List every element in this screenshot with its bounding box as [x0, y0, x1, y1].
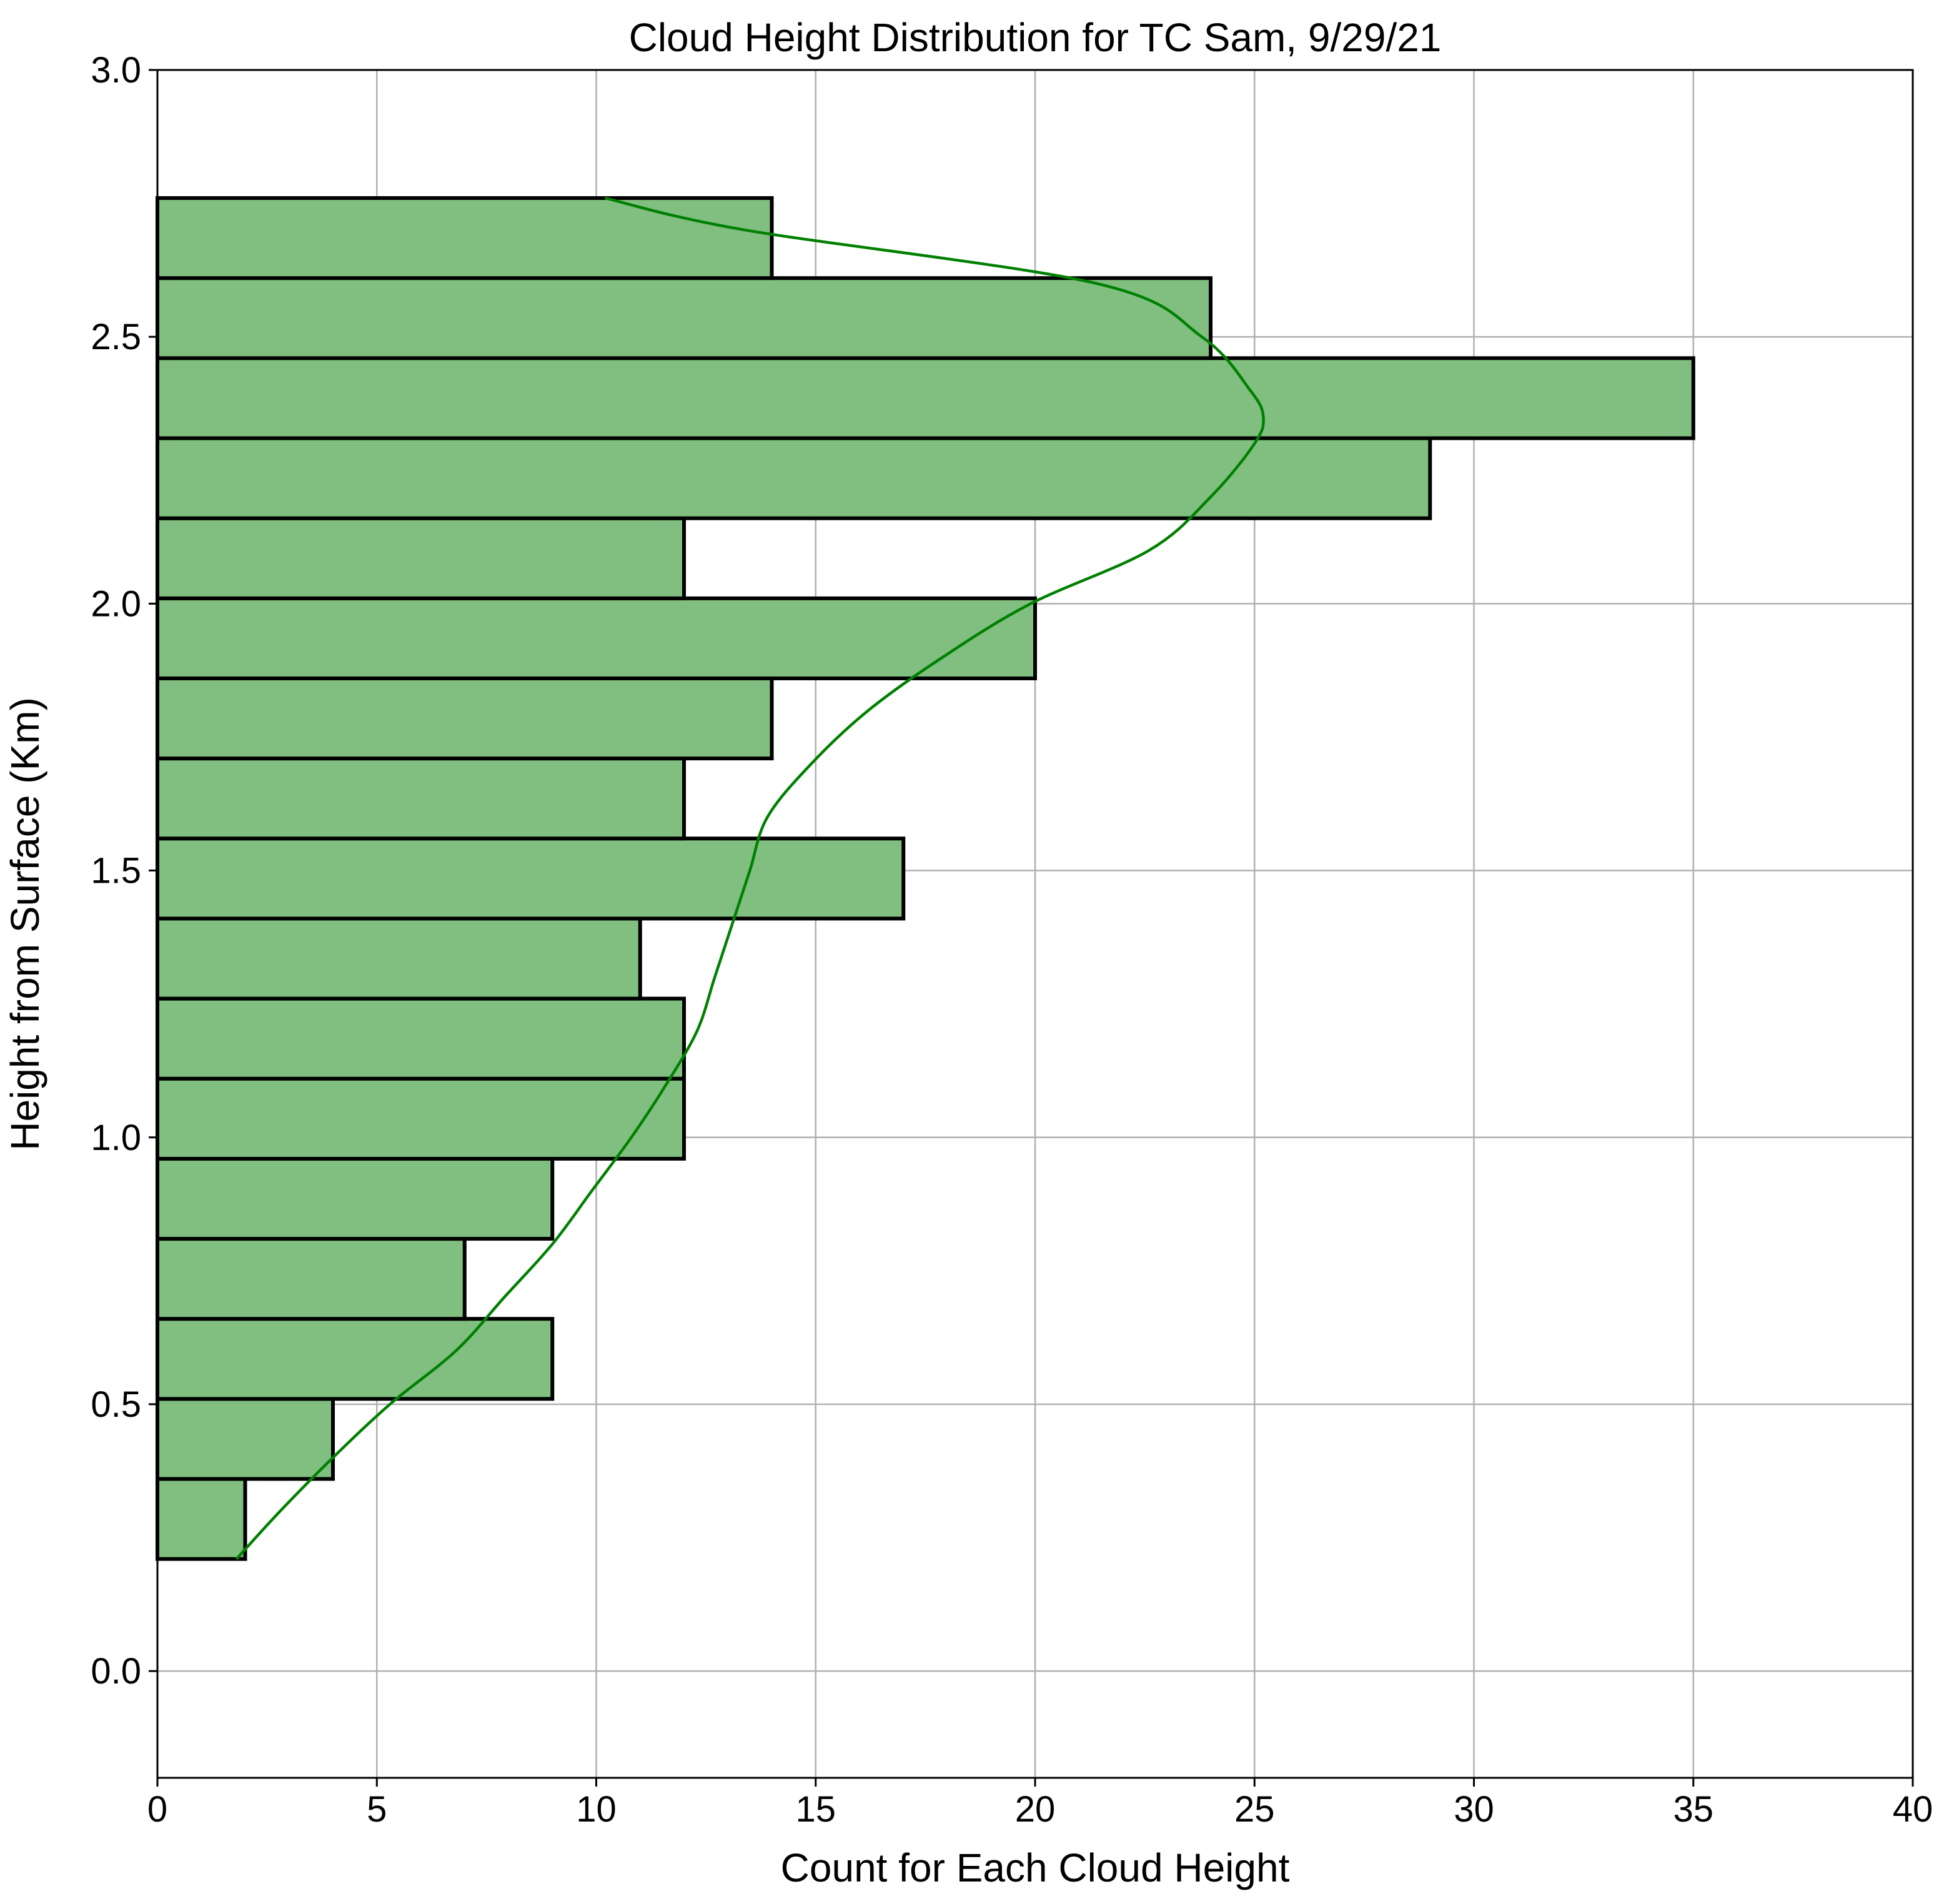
y-tick-label: 2.0 — [91, 583, 141, 624]
histogram-bar — [156, 836, 906, 921]
x-tick-label: 40 — [1893, 1789, 1933, 1830]
histogram-bar — [156, 1237, 467, 1321]
histogram-bar — [156, 1317, 555, 1401]
histogram-bar — [156, 1397, 335, 1481]
kde-curve — [235, 196, 1265, 1560]
histogram-bar — [156, 596, 1037, 680]
histogram-bar — [156, 276, 1213, 360]
histogram-bar — [156, 916, 642, 1001]
y-axis-ticks: 0.0 0.5 1.0 1.5 2.0 2.5 3.0 — [91, 50, 157, 1692]
histogram-bar — [156, 1076, 686, 1161]
y-tick-label: 2.5 — [91, 317, 141, 357]
x-tick-label: 5 — [367, 1789, 387, 1830]
x-tick-label: 20 — [1015, 1789, 1056, 1830]
x-tick-label: 10 — [576, 1789, 617, 1830]
histogram-bar — [156, 436, 1432, 520]
chart-title: Cloud Height Distribution for TC Sam, 9/… — [629, 15, 1442, 60]
y-tick-label: 0.5 — [91, 1384, 141, 1425]
histogram-bar — [156, 1156, 555, 1241]
x-tick-label: 0 — [147, 1789, 167, 1830]
y-axis-label: Height from Surface (Km) — [2, 697, 47, 1151]
histogram-bar — [156, 756, 686, 841]
y-tick-label: 1.0 — [91, 1118, 141, 1158]
histogram-bar — [156, 196, 774, 280]
x-tick-label: 25 — [1234, 1789, 1275, 1830]
x-tick-label: 15 — [795, 1789, 836, 1830]
y-tick-label: 0.0 — [91, 1651, 141, 1692]
x-axis-ticks: 0 5 10 15 20 25 30 35 40 — [147, 1778, 1933, 1830]
histogram-bar — [156, 356, 1695, 440]
histogram-bar — [156, 996, 686, 1081]
histogram-bar — [156, 1477, 247, 1561]
x-axis-label: Count for Each Cloud Height — [781, 1845, 1290, 1890]
histogram-bar — [156, 676, 774, 761]
y-tick-label: 3.0 — [91, 50, 141, 91]
x-tick-label: 30 — [1454, 1789, 1494, 1830]
histogram-bar — [156, 516, 686, 600]
x-tick-label: 35 — [1673, 1789, 1713, 1830]
kde-curve-group — [235, 196, 1265, 1560]
y-tick-label: 1.5 — [91, 851, 141, 891]
histogram-bars — [156, 196, 1695, 1561]
